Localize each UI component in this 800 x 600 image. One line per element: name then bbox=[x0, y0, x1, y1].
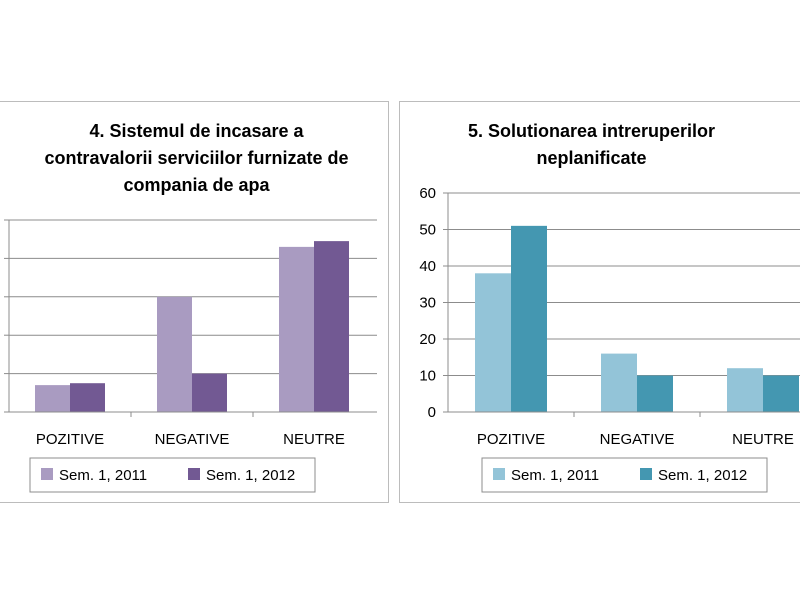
legend-swatch bbox=[41, 468, 53, 480]
chart-title-line: 5. Solutionarea intreruperilor bbox=[467, 121, 716, 141]
x-category-label: NEGATIVE bbox=[600, 431, 675, 448]
x-category-label: NEUTRE bbox=[283, 431, 345, 448]
y-tick-label: 40 bbox=[419, 258, 436, 275]
legend-swatch bbox=[493, 468, 505, 480]
chart-title-line: neplanificate bbox=[536, 148, 647, 168]
x-category-label: NEGATIVE bbox=[155, 431, 230, 448]
bar-neutre-2011 bbox=[727, 368, 763, 412]
bar-chart-left: POZITIVE NEGATIVE NEUTRE Sem. 1, 2011 Sem. 1… bbox=[4, 219, 377, 493]
bar-negative-2012 bbox=[192, 373, 227, 412]
legend-box bbox=[481, 457, 768, 493]
x-category-label: POZITIVE bbox=[36, 431, 104, 448]
bar-chart-right: 0 10 20 30 40 50 60 POZITIVE NEGATIVE NEUTRE Sem. … bbox=[419, 185, 800, 493]
chart-title: 5. Solutionarea intreruperilor neplanifi… bbox=[400, 118, 793, 172]
bar-negative-2011 bbox=[157, 296, 192, 412]
x-category-label: NEUTRE bbox=[732, 431, 794, 448]
bar-pozitive-2011 bbox=[35, 385, 70, 412]
legend-label: Sem. 1, 2012 bbox=[206, 467, 295, 484]
legend-label: Sem. 1, 2012 bbox=[658, 467, 747, 484]
bar-pozitive-2011 bbox=[475, 273, 511, 412]
chart-title-line: compania de apa bbox=[123, 175, 270, 195]
chart-panel-left: 4. Sistemul de incasare a contravalorii … bbox=[0, 101, 389, 503]
y-tick-label: 20 bbox=[419, 331, 436, 348]
legend-swatch bbox=[188, 468, 200, 480]
bar-neutre-2012 bbox=[763, 375, 799, 412]
bar-pozitive-2012 bbox=[511, 225, 547, 412]
x-category-label: POZITIVE bbox=[477, 431, 545, 448]
bar-negative-2012 bbox=[637, 375, 673, 412]
chart-title: 4. Sistemul de incasare a contravalorii … bbox=[1, 118, 388, 199]
chart-title-line: contravalorii serviciilor furnizate de bbox=[44, 148, 349, 168]
bar-pozitive-2012 bbox=[70, 383, 105, 412]
bar-neutre-2012 bbox=[314, 241, 349, 412]
chart-title-line: 4. Sistemul de incasare a bbox=[89, 121, 304, 141]
y-tick-label: 50 bbox=[419, 222, 436, 239]
y-tick-label: 30 bbox=[419, 295, 436, 312]
legend-label: Sem. 1, 2011 bbox=[59, 467, 147, 484]
bar-neutre-2011 bbox=[279, 246, 314, 412]
y-tick-label: 0 bbox=[428, 404, 436, 421]
y-tick-label: 60 bbox=[419, 185, 436, 202]
chart-panel-right: 5. Solutionarea intreruperilor neplanifi… bbox=[399, 101, 800, 503]
legend-box bbox=[29, 457, 316, 493]
bar-negative-2011 bbox=[601, 353, 637, 412]
legend-label: Sem. 1, 2011 bbox=[511, 467, 599, 484]
y-tick-label: 10 bbox=[419, 368, 436, 385]
legend-swatch bbox=[640, 468, 652, 480]
